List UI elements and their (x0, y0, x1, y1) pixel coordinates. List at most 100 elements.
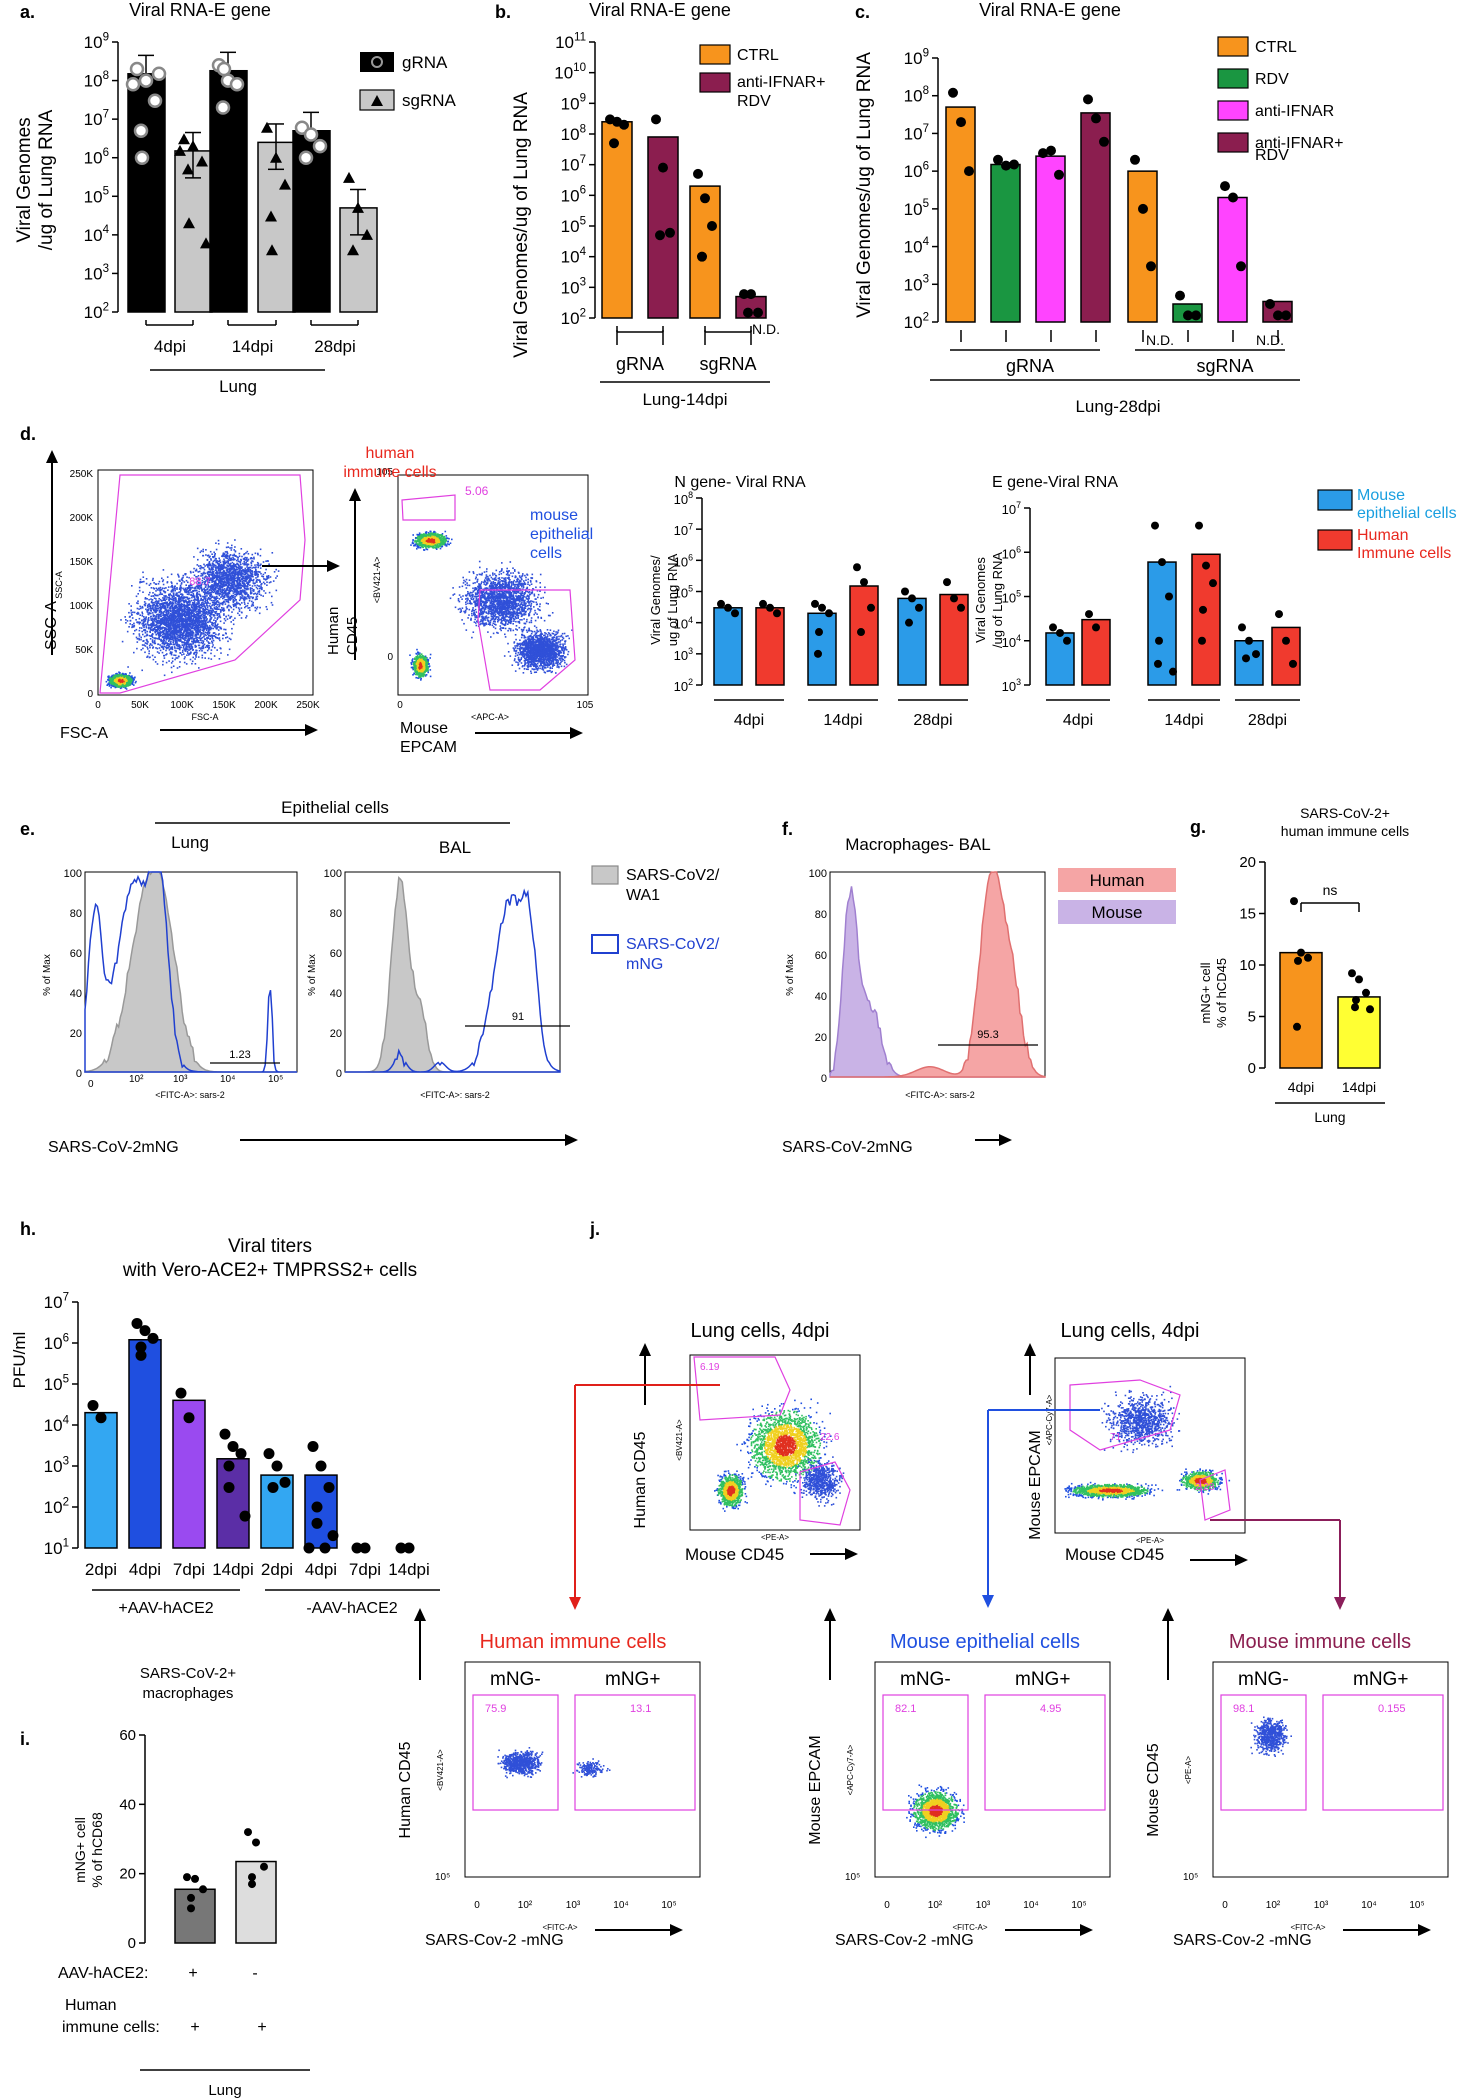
d1-y-tick-label: 105 (674, 584, 693, 601)
e-bal-frame (344, 871, 561, 1073)
g-y-tick-label: 0 (1248, 1060, 1256, 1077)
chart-h-x-label: 2dpi (261, 1560, 293, 1579)
f-x-arrowhead (999, 1134, 1012, 1146)
chart-d2-point (1169, 667, 1177, 676)
j1-gate-value: 6.19 (700, 1362, 720, 1373)
chart-h-x-label: 7dpi (349, 1560, 381, 1579)
chart-b-point (697, 251, 707, 262)
chart-b-nd: N.D. (752, 321, 780, 337)
chart-d2-legend-swatch (1317, 489, 1353, 511)
j2-gate2 (1199, 1469, 1231, 1521)
chart-g-point (1348, 969, 1356, 978)
chart-h-point (135, 1349, 147, 1361)
j2-gate-value: 71 (1110, 1432, 1122, 1443)
chart-b-point (753, 307, 763, 318)
e-legend-mng-label2: mNG (626, 956, 663, 973)
d2-x-label2: EPCAM (400, 739, 457, 756)
j2-y-arrowhead (1024, 1343, 1036, 1356)
chart-g-ylabel2: % of hCD45 (1214, 958, 1229, 1028)
c-y-tick-label: 106 (904, 160, 929, 181)
b-y-tick-label: 1011 (555, 31, 586, 52)
chart-d2-point (1195, 521, 1203, 530)
chart-b-legend-ctrl: CTRL (737, 47, 779, 64)
chart-a-point-sgrna (361, 228, 373, 240)
e-y-tick-label: 20 (70, 1028, 82, 1040)
j3-x-tick-label: 10³ (566, 1900, 581, 1911)
chart-d1-bar (713, 607, 743, 686)
j2-gate (1069, 1379, 1181, 1451)
chart-c-legend-swatch (1217, 36, 1249, 57)
j3-gate-pos (574, 1694, 696, 1811)
g-y-tick-label: 15 (1239, 906, 1256, 923)
chart-d2-point (1289, 659, 1297, 668)
f-legend-mouse (1058, 900, 1176, 924)
j3-y-axis-name: <BV421-A> (436, 1749, 445, 1791)
chart-g-point (1304, 953, 1312, 962)
chart-d2-legend-mouse2: epithelial cells (1357, 505, 1457, 522)
chart-a-point-sgrna (187, 140, 199, 152)
j4-y-axis-name: <APC-Cy7-A> (846, 1744, 855, 1795)
f-y-tick-label: 0 (821, 1073, 827, 1085)
j3-gate-pos-value: 13.1 (630, 1703, 651, 1715)
j4-tick: 10⁵ (845, 1872, 860, 1883)
chart-g-title: SARS-CoV-2+ (1300, 805, 1390, 821)
chart-a-legend-sgrna: sgRNA (402, 91, 457, 110)
chart-a-point-sgrna (178, 133, 190, 145)
chart-g-bar (1337, 996, 1381, 1069)
chart-d2-bar (1191, 553, 1221, 686)
chart-d2-bar (1234, 640, 1264, 686)
chart-g-ylabel: mNG+ cell (1198, 962, 1213, 1023)
j2-link-head (982, 1595, 994, 1608)
d2-x-tick-label: 0 (397, 700, 403, 711)
j1-gate (693, 1356, 791, 1421)
chart-c-point (964, 166, 974, 177)
e-legend-wa1 (591, 865, 619, 885)
e-y-tick-label: 60 (70, 948, 82, 960)
d2-y-label1: Human (325, 607, 342, 655)
j4-x-label: SARS-Cov-2 -mNG (835, 1932, 974, 1949)
chart-c-bar (1035, 155, 1066, 323)
j1-x-arrowhead (845, 1548, 858, 1560)
chart-a-legend-marker (371, 95, 383, 106)
panel-label-b: b. (495, 2, 511, 22)
f-x-axis-name: <FITC-A>: sars-2 (905, 1090, 975, 1100)
chart-h-x-label: 14dpi (388, 1560, 430, 1579)
chart-d1-point (814, 649, 822, 658)
chart-h-point (279, 1476, 291, 1488)
chart-c-point (1046, 145, 1056, 156)
f-y-tick-label: 60 (815, 950, 827, 962)
chart-d1-title: N gene- Viral RNA (674, 474, 806, 491)
chart-a-point-grna (303, 127, 319, 142)
chart-a-point-grna (133, 123, 149, 139)
c-y-tick-label: 105 (904, 198, 929, 219)
a-y-tick-label: 106 (84, 147, 109, 168)
j4-gate-neg-value: 82.1 (895, 1703, 916, 1715)
j3-x-arrowhead (670, 1924, 683, 1936)
b-y-tick-label: 107 (561, 154, 586, 175)
d1-y-tick-label: 150K (70, 557, 94, 568)
chart-d1-point (957, 603, 965, 612)
f-y-tick-label: 20 (815, 1032, 827, 1044)
chart-h-point (315, 1460, 327, 1472)
d1-x-tick-label: 0 (95, 700, 101, 711)
e-x-arrowhead (565, 1134, 578, 1146)
e-y-tick-label: 100 (64, 868, 82, 880)
chart-d1-point (811, 599, 819, 608)
c-y-tick-label: 107 (904, 123, 929, 144)
chart-c-point (1228, 192, 1238, 203)
c-y-tick-label: 104 (904, 236, 930, 257)
chart-c-bar (990, 163, 1021, 323)
chart-h-group-label: -AAV-hACE2 (306, 1600, 397, 1617)
chart-h-point (271, 1460, 283, 1472)
j5-x-tick-label: 10³ (1314, 1900, 1329, 1911)
chart-g-point (1351, 1003, 1359, 1012)
chart-b-point (739, 289, 749, 300)
chart-d2-bar (1147, 561, 1177, 686)
chart-h-x-label: 2dpi (85, 1560, 117, 1579)
chart-b-bar (647, 136, 679, 319)
chart-i-title2: macrophages (143, 1685, 234, 1702)
e-y-tick-label: 80 (330, 908, 342, 920)
chart-d2-legend-mouse: Mouse (1357, 487, 1405, 504)
chart-d2-x-label: 14dpi (1164, 712, 1203, 729)
chart-a-point-grna (134, 150, 150, 165)
